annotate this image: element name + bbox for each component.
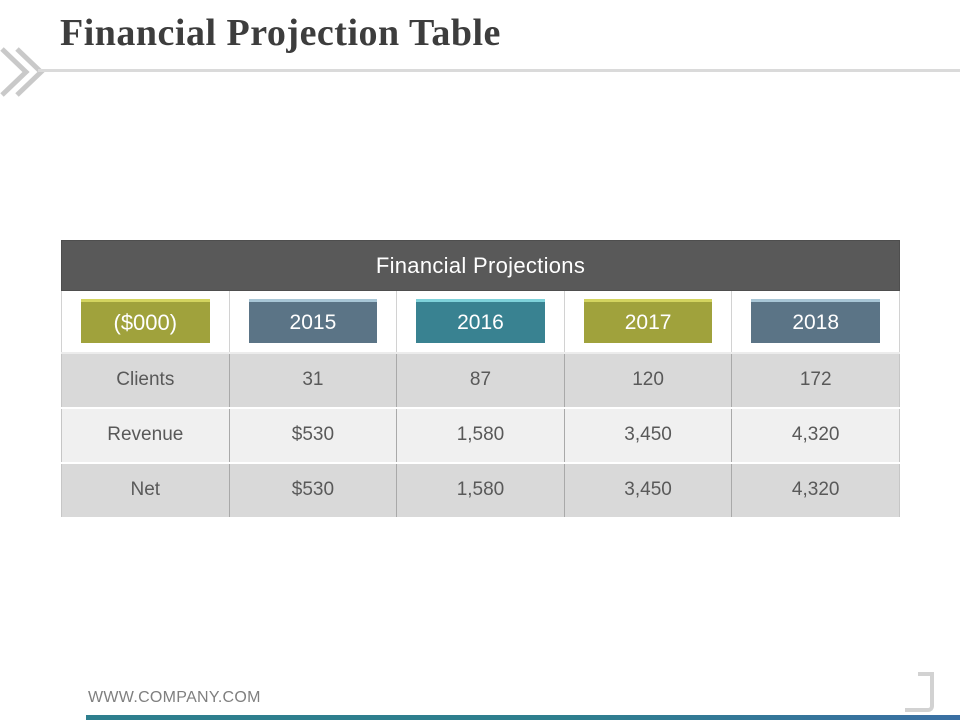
table-title-row: Financial Projections [61,240,900,291]
year-header-badge: 2015 [248,299,378,344]
bottom-accent-bar [86,715,960,720]
header-cell-2015: 2015 [228,290,398,354]
row-label: Net [61,461,230,519]
year-header-badge: 2018 [751,299,880,344]
header-cell-2018: 2018 [731,290,900,354]
year-header-badge: 2017 [583,299,713,344]
header-cell-2016: 2016 [396,290,565,354]
cell-value: 87 [396,351,565,408]
table-header-row: ($000) 2015 2016 2017 2018 [61,290,900,354]
cell-value: 3,450 [563,461,733,519]
unit-header-badge: ($000) [81,299,210,344]
row-label: Clients [61,351,230,408]
corner-bracket-decoration [905,672,934,712]
cell-value: $530 [228,406,398,463]
cell-value: 4,320 [731,406,900,463]
cell-value: 4,320 [731,461,900,519]
double-chevron-icon [0,47,45,97]
year-header-badge: 2016 [416,299,545,344]
table-row-net: Net $530 1,580 3,450 4,320 [61,461,900,519]
cell-value: 1,580 [396,461,565,519]
page-title: Financial Projection Table [60,12,501,54]
header-cell-2017: 2017 [563,290,733,354]
cell-value: 120 [563,351,733,408]
title-divider [38,69,960,72]
cell-value: $530 [228,461,398,519]
header-cell-unit: ($000) [61,290,230,354]
cell-value: 1,580 [396,406,565,463]
cell-value: 3,450 [563,406,733,463]
cell-value: 31 [228,351,398,408]
table-title: Financial Projections [61,240,900,291]
table-row-revenue: Revenue $530 1,580 3,450 4,320 [61,406,900,463]
financial-projection-table: Financial Projections ($000) 2015 2016 2… [61,240,900,519]
table-row-clients: Clients 31 87 120 172 [61,351,900,408]
footer-website-url: WWW.COMPANY.COM [88,689,261,706]
row-label: Revenue [61,406,230,463]
cell-value: 172 [731,351,900,408]
